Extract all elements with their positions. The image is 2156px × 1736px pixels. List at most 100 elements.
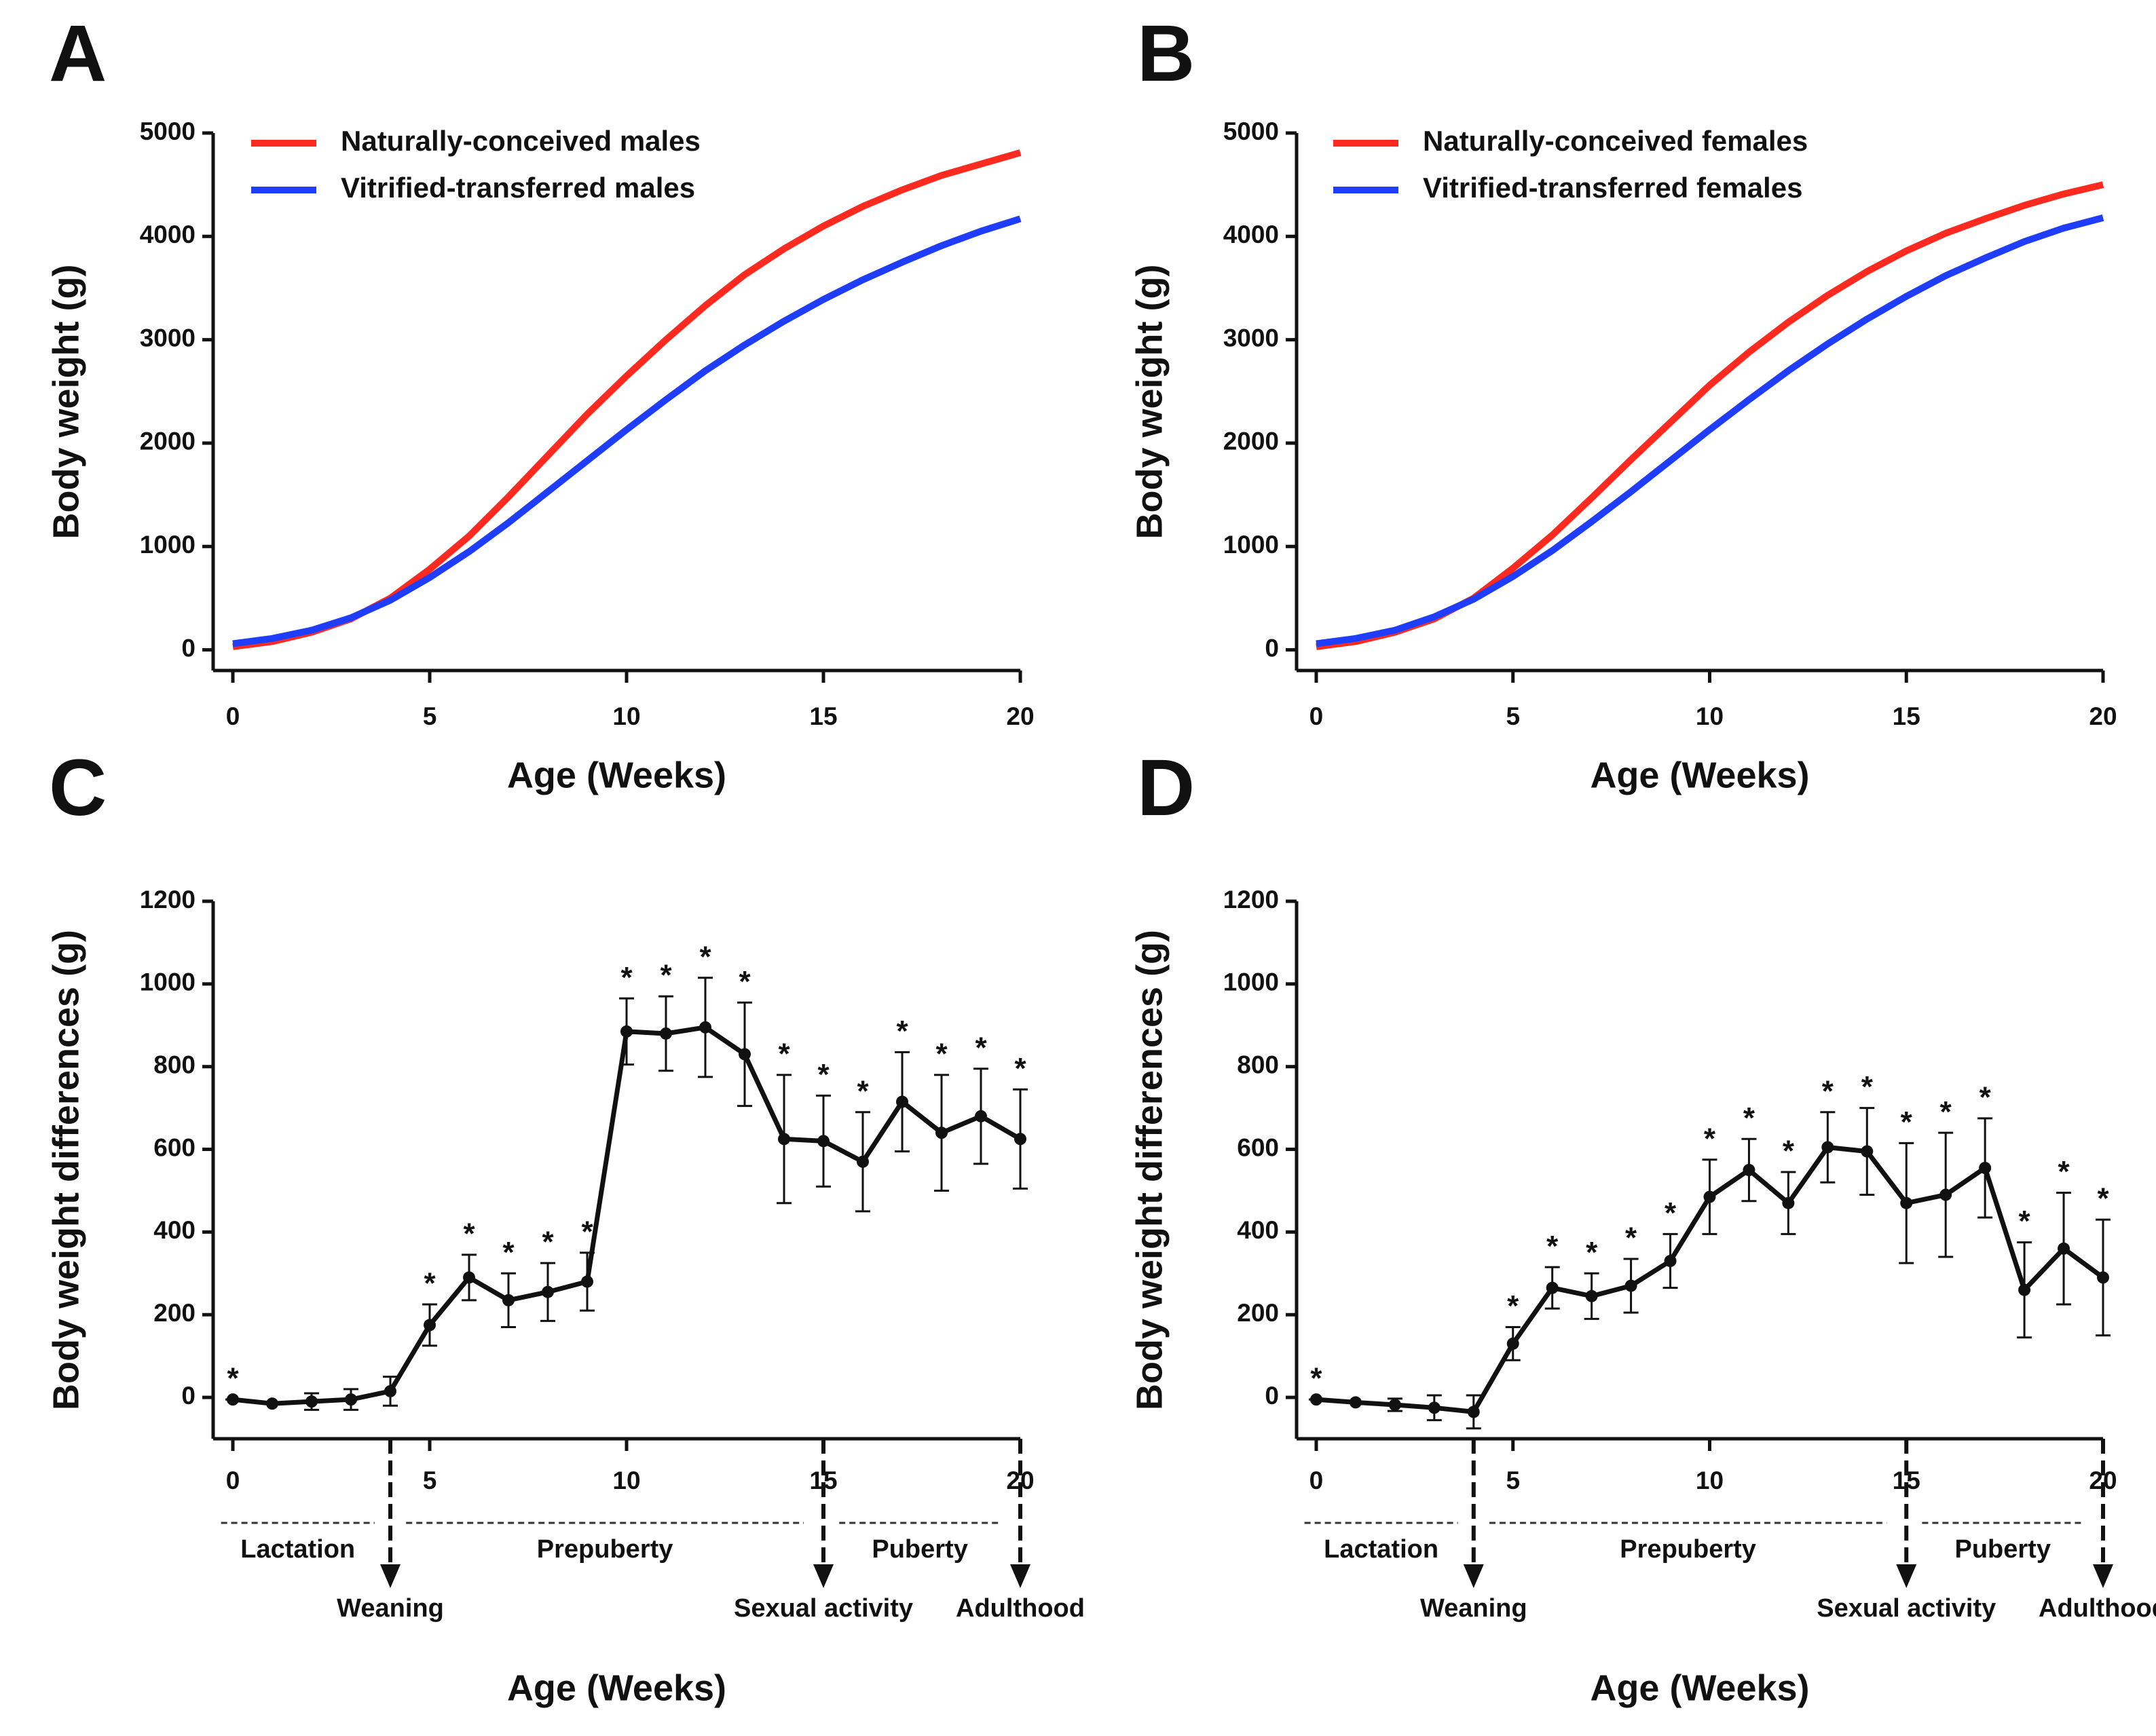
significance-mark: *: [1743, 1101, 1755, 1135]
marker: [345, 1393, 357, 1406]
significance-mark: *: [581, 1215, 593, 1248]
marker: [1506, 1337, 1519, 1350]
y-tick-label: 0: [181, 634, 196, 662]
significance-mark: *: [620, 961, 633, 994]
y-tick-label: 1000: [1223, 531, 1279, 559]
panel-label: B: [1137, 9, 1195, 98]
marker: [975, 1110, 987, 1122]
y-tick-label: 200: [153, 1299, 196, 1327]
marker: [896, 1095, 908, 1108]
arrow-head: [380, 1564, 401, 1588]
x-tick-label: 10: [1696, 702, 1724, 730]
legend-label: Naturally-conceived males: [341, 125, 701, 157]
significance-mark: *: [817, 1058, 830, 1091]
x-tick-label: 0: [226, 702, 240, 730]
y-axis-title: Body weight differences (g): [1129, 930, 1170, 1410]
marker: [699, 1021, 711, 1034]
x-tick-label: 15: [809, 702, 837, 730]
marker: [2058, 1242, 2070, 1255]
milestone-label: Sexual activity: [1817, 1594, 1996, 1623]
marker: [1546, 1281, 1559, 1294]
x-tick-label: 10: [612, 702, 640, 730]
significance-mark: *: [935, 1038, 948, 1071]
significance-mark: *: [739, 965, 751, 998]
y-tick-label: 1000: [140, 968, 196, 996]
marker: [1939, 1188, 1952, 1201]
phase-label: Puberty: [1954, 1535, 2050, 1564]
marker: [1664, 1255, 1677, 1268]
marker: [1388, 1399, 1401, 1412]
y-tick-label: 600: [1237, 1133, 1279, 1161]
significance-mark: *: [1586, 1236, 1598, 1269]
panel: A 0 1000 2000 3000 4000 5000 0 5 10 15 20 Age (Weeks…: [45, 9, 1034, 795]
panel-label: A: [49, 9, 107, 98]
marker: [384, 1384, 396, 1397]
marker: [620, 1025, 633, 1038]
y-tick-label: 2000: [140, 428, 196, 455]
significance-mark: *: [660, 959, 672, 992]
marker: [424, 1319, 436, 1332]
series-line: [232, 149, 1022, 650]
y-tick-label: 1200: [1223, 886, 1279, 913]
significance-mark: *: [778, 1038, 790, 1071]
y-tick-label: 400: [1237, 1216, 1279, 1244]
significance-mark: *: [1704, 1122, 1716, 1155]
phase-label: Lactation: [240, 1535, 355, 1564]
marker: [817, 1135, 830, 1148]
x-tick-label: 5: [1506, 1467, 1520, 1494]
x-tick-label: 0: [1309, 702, 1324, 730]
marker: [1428, 1401, 1441, 1414]
arrow-head: [813, 1564, 834, 1588]
panel-label: C: [49, 743, 107, 833]
marker: [739, 1048, 751, 1061]
marker: [2097, 1271, 2109, 1284]
significance-mark: *: [975, 1031, 987, 1064]
legend-label: Naturally-conceived females: [1423, 125, 1808, 157]
y-tick-label: 800: [153, 1051, 196, 1078]
x-axis-title: Age (Weeks): [507, 1667, 726, 1708]
phase-label: Puberty: [872, 1535, 967, 1564]
significance-mark: *: [1310, 1362, 1322, 1395]
significance-mark: *: [463, 1218, 475, 1251]
milestone-label: Sexual activity: [734, 1594, 913, 1623]
milestone-label: Weaning: [337, 1594, 444, 1623]
x-tick-label: 10: [612, 1467, 640, 1494]
marker: [1821, 1141, 1834, 1154]
marker: [1900, 1196, 1913, 1209]
x-tick-label: 0: [1309, 1467, 1324, 1494]
y-tick-label: 0: [1265, 634, 1279, 662]
significance-mark: *: [2097, 1182, 2109, 1215]
y-tick-label: 0: [1265, 1382, 1279, 1410]
significance-mark: *: [502, 1236, 515, 1269]
x-tick-label: 20: [2089, 702, 2117, 730]
series-line: [232, 215, 1022, 647]
marker: [1585, 1289, 1598, 1302]
x-tick-label: 0: [226, 1467, 240, 1494]
significance-mark: *: [1625, 1222, 1637, 1255]
milestone-label: Weaning: [1420, 1594, 1527, 1623]
marker: [463, 1271, 475, 1284]
significance-mark: *: [227, 1362, 239, 1395]
marker: [1014, 1133, 1026, 1146]
marker: [857, 1155, 869, 1168]
y-tick-label: 200: [1237, 1299, 1279, 1327]
significance-mark: *: [1901, 1106, 1913, 1139]
marker: [305, 1395, 318, 1408]
y-tick-label: 1000: [140, 531, 196, 559]
y-tick-label: 2000: [1223, 428, 1279, 455]
marker: [542, 1285, 554, 1298]
marker: [660, 1027, 672, 1040]
marker: [778, 1133, 790, 1146]
phase-label: Prepuberty: [1620, 1535, 1756, 1564]
series-line: [1316, 214, 2104, 647]
significance-mark: *: [699, 940, 711, 973]
phase-label: Prepuberty: [537, 1535, 673, 1564]
phase-label: Lactation: [1324, 1535, 1438, 1564]
significance-mark: *: [1665, 1196, 1677, 1230]
y-axis-title: Body weight (g): [45, 265, 86, 540]
marker: [1782, 1196, 1795, 1209]
panel-label: D: [1137, 743, 1195, 833]
panel: B 0 1000 2000 3000 4000 5000 0 5 10 15 20 Age (Weeks…: [1129, 9, 2117, 795]
series-line: [1316, 181, 2104, 650]
